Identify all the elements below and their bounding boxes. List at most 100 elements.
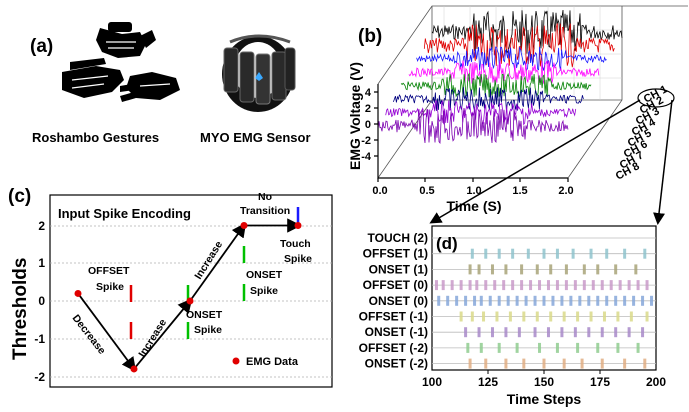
spike-mark — [634, 264, 638, 275]
spike-mark — [464, 295, 468, 306]
spike-mark — [497, 295, 501, 306]
spike-mark — [569, 295, 573, 306]
spike-mark — [533, 327, 537, 338]
spike-mark — [520, 280, 524, 291]
spike-mark — [555, 342, 559, 353]
spike-mark — [576, 342, 580, 353]
spike-mark — [600, 358, 604, 369]
emg-xtick-2: 2.0 — [558, 185, 573, 197]
spike-mark — [549, 311, 553, 322]
spike-mark — [560, 327, 564, 338]
raster-xtick-175: 175 — [590, 375, 610, 389]
spike-mark — [482, 311, 486, 322]
onset-spike-label-a2: Spike — [194, 324, 222, 336]
raster-x-axis-label: Time Steps — [507, 391, 582, 407]
spike-mark — [524, 295, 528, 306]
spike-mark — [495, 311, 499, 322]
emg-xtick-0.5: 0.5 — [419, 185, 434, 197]
scissors-hand-icon — [120, 72, 180, 102]
spike-mark — [542, 248, 546, 259]
raster-row-label-5: ONSET (0) — [369, 294, 428, 308]
spike-mark — [515, 342, 519, 353]
raster-xtick-100: 100 — [422, 375, 442, 389]
panel-a-label: (a) — [30, 36, 53, 57]
spike-mark — [614, 264, 618, 275]
spike-mark — [589, 311, 593, 322]
spike-mark — [473, 295, 477, 306]
emg-ytick-0: 0 — [365, 119, 371, 131]
paper-hand-icon — [62, 58, 124, 98]
emg-trace-7 — [385, 99, 577, 126]
spike-mark — [504, 327, 508, 338]
touch-spike-label-1: Touch — [280, 238, 311, 250]
spike-mark — [580, 358, 584, 369]
emg-xtick-0: 0.0 — [372, 185, 387, 197]
spike-mark — [522, 358, 526, 369]
spike-mark — [470, 248, 474, 259]
spike-mark — [618, 280, 622, 291]
spike-mark — [490, 327, 494, 338]
spike-mark — [636, 280, 640, 291]
spike-mark — [535, 311, 539, 322]
raster-x-ticks: 100 125 150 175 200 — [422, 375, 666, 389]
encoding-y-ticks: 2 1 0 -1 -2 — [34, 219, 45, 384]
emg-trace-3 — [416, 46, 607, 72]
spike-mark — [600, 327, 604, 338]
emg-ytick-4: 4 — [365, 87, 372, 99]
rock-hand-icon — [96, 22, 156, 58]
spike-mark — [459, 311, 463, 322]
spike-mark — [555, 248, 559, 259]
spike-mark — [643, 248, 647, 259]
onset-spike-label-b2: Spike — [250, 285, 278, 297]
spike-mark — [511, 248, 515, 259]
thresholds-axis-label: Thresholds — [10, 258, 31, 360]
spike-mark — [533, 295, 537, 306]
thresh-ytick-minus2: -2 — [34, 370, 45, 384]
spike-mark — [591, 280, 595, 291]
spike-mark — [520, 264, 524, 275]
spike-mark — [446, 295, 450, 306]
spike-mark — [484, 358, 488, 369]
emg-data-point-4 — [240, 222, 248, 229]
spike-mark — [529, 280, 533, 291]
transition-arrow-2 — [133, 298, 193, 370]
transition-arrow-1 — [77, 292, 137, 372]
spike-mark — [587, 327, 591, 338]
raster-xtick-150: 150 — [534, 375, 554, 389]
offset-spike-label-2: Spike — [96, 281, 124, 293]
encoding-path — [74, 218, 302, 373]
emg-traces — [377, 9, 623, 144]
spike-mark — [562, 358, 566, 369]
no-transition-label-2: Transition — [240, 205, 290, 217]
spike-mark — [551, 295, 555, 306]
spike-mark — [506, 295, 510, 306]
spike-mark — [522, 311, 526, 322]
spike-mark — [596, 264, 600, 275]
raster-row-label-1: TOUCH (2) — [368, 231, 428, 245]
emg-x-ticks: 0.0 0.5 1.0 1.5 2.0 — [372, 185, 573, 197]
spike-mark — [641, 327, 645, 338]
ch1-highlight-ring — [637, 88, 675, 108]
raster-row-label-3: ONSET (1) — [369, 262, 428, 276]
spike-mark — [538, 342, 542, 353]
onset-spike-label-b1: ONSET — [246, 269, 283, 281]
emg-data-point-5 — [294, 222, 302, 229]
spike-mark — [497, 342, 501, 353]
touch-spike-label-2: Spike — [284, 253, 312, 265]
spike-mark — [623, 358, 627, 369]
raster-xtick-125: 125 — [478, 375, 498, 389]
encoding-plot-frame — [49, 194, 333, 388]
spike-mark — [542, 295, 546, 306]
spike-mark — [616, 342, 620, 353]
spike-mark — [582, 280, 586, 291]
raster-row-label-9: ONSET (-2) — [365, 357, 428, 371]
transition-arrow-3 — [189, 222, 247, 302]
raster-row-label-2: OFFSET (1) — [363, 247, 428, 261]
spike-mark — [455, 295, 459, 306]
caption-roshambo-gestures: Roshambo Gestures — [32, 130, 159, 145]
spike-mark — [564, 264, 568, 275]
spike-mark — [582, 264, 586, 275]
spike-mark — [623, 295, 627, 306]
emg-axes — [374, 84, 569, 182]
